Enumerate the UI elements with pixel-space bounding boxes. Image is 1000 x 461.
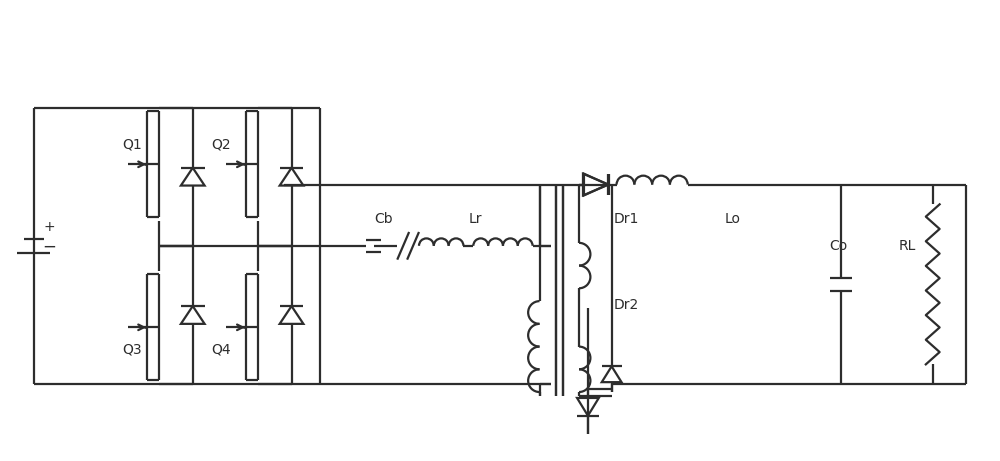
Text: Q3: Q3 (123, 343, 142, 356)
Text: Lr: Lr (469, 212, 482, 226)
Text: Lo: Lo (724, 212, 740, 226)
Text: Q1: Q1 (123, 137, 142, 151)
Text: Dr1: Dr1 (614, 212, 639, 226)
Text: Cb: Cb (374, 212, 393, 226)
Text: RL: RL (898, 239, 916, 253)
Text: −: − (43, 238, 56, 256)
Text: Co: Co (829, 239, 847, 253)
Text: Dr2: Dr2 (614, 298, 639, 312)
Text: Q2: Q2 (212, 137, 231, 151)
Text: +: + (44, 220, 55, 234)
Text: Q4: Q4 (212, 343, 231, 356)
